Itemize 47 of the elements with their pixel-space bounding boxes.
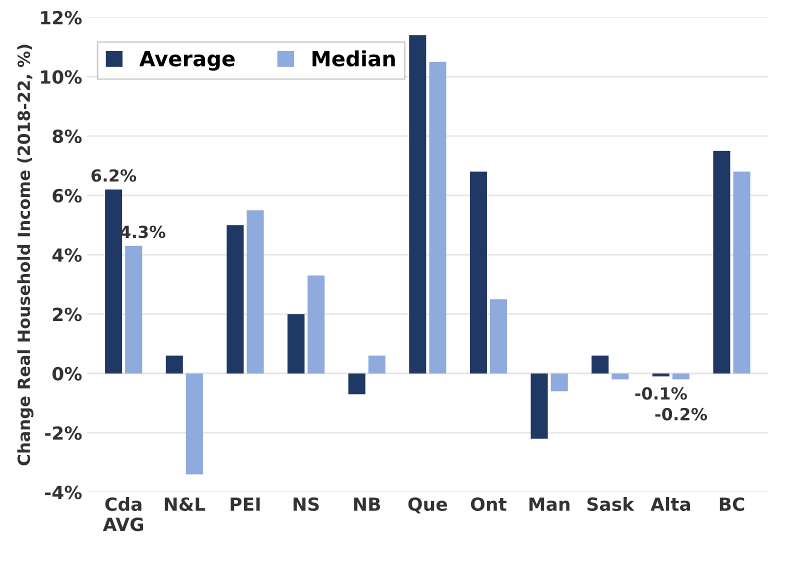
x-tick-label: Que [408,497,448,514]
bar [409,35,426,374]
bar [125,246,142,374]
bar [226,225,244,374]
x-tick-label: N&L [164,497,206,511]
x-tick-label: Cda AVG [102,497,144,532]
y-tick-label: -4% [45,486,82,500]
y-tick-label: 12% [41,10,82,24]
bar [592,356,609,374]
bar [246,210,264,374]
bar [713,150,730,374]
y-tick-label: 2% [53,308,82,322]
data-label: -0.1% [635,387,687,400]
bar [550,373,568,392]
bar [530,373,548,439]
y-axis-title: Change Real Household Income (2018-22, %) [17,44,34,466]
y-tick-label: 8% [52,130,82,144]
x-tick-label: Sask [587,497,634,511]
x-tick-label: Man [529,498,570,511]
y-tick-label: 0% [52,366,82,381]
bar [288,314,305,374]
x-tick-label: NB [354,498,380,511]
bar [166,356,183,374]
bar [429,62,446,374]
bar [186,373,203,474]
legend-label: Median [312,50,395,66]
bar [490,299,508,374]
bar [612,373,629,380]
x-tick-label: NS [294,497,319,511]
bar [470,172,487,374]
bar [308,276,325,374]
bar [368,356,386,374]
legend-label: Average [139,51,235,71]
bar [733,172,750,374]
data-label: -0.2% [655,408,708,420]
y-tick-label: 6% [52,188,82,203]
bar [652,373,670,376]
data-label: 6.2% [91,169,136,182]
bar [672,373,690,380]
x-tick-label: Alta [650,497,690,511]
y-tick-label: -2% [45,426,82,440]
bar [348,373,366,394]
x-tick-label: BC [720,497,744,511]
x-tick-label: Ont [470,497,506,511]
y-tick-label: 4% [52,248,82,262]
y-tick-label: 10% [41,70,82,84]
x-tick-label: PEI [230,498,260,511]
